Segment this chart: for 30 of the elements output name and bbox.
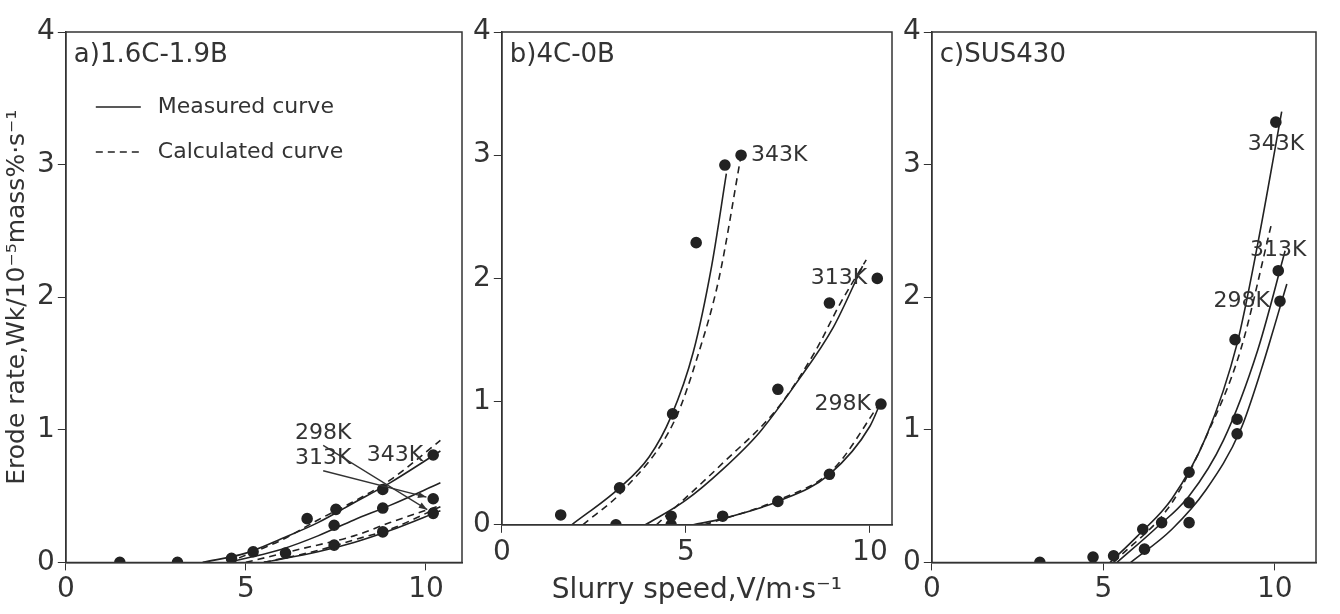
y-tick-label: 3	[36, 145, 55, 179]
x-tick-label: 10	[852, 533, 888, 567]
x-axis-title: Slurry speed,V/m·s⁻¹	[551, 572, 842, 606]
y-tick-label: 2	[36, 278, 55, 312]
y-tick-label: 4	[902, 13, 921, 47]
y-tick-label: 4	[472, 13, 491, 47]
y-axis-title: Erode rate,Wk/10⁻⁵mass%·s⁻¹	[0, 109, 30, 485]
series-label: 343K	[751, 140, 809, 166]
x-tick-label: 10	[408, 571, 444, 605]
legend-label: Calculated curve	[157, 137, 344, 163]
y-tick-label: 1	[472, 382, 491, 416]
y-tick-label: 0	[472, 506, 491, 540]
chart-title: a)1.6C-1.9B	[73, 37, 228, 68]
y-tick-label: 3	[902, 145, 921, 179]
legend-label: Measured curve	[157, 92, 334, 118]
y-tick-label: 4	[36, 13, 55, 47]
text: 298K	[294, 419, 352, 445]
y-tick-label: 1	[36, 411, 55, 445]
y-tick-label: 2	[472, 259, 491, 293]
series-label: 343K	[366, 440, 424, 466]
x-tick-label: 5	[676, 533, 695, 567]
series-label: 298K	[814, 389, 872, 415]
y-tick-label: 3	[472, 136, 491, 170]
x-tick-label: 5	[236, 571, 255, 605]
x-tick-label: 5	[1094, 571, 1113, 605]
chart-title: b)4C-0B	[509, 37, 615, 68]
x-tick-label: 10	[1257, 571, 1293, 605]
y-tick-label: 1	[902, 411, 921, 445]
y-tick-label: 2	[902, 278, 921, 312]
chart-title: c)SUS430	[939, 37, 1066, 68]
